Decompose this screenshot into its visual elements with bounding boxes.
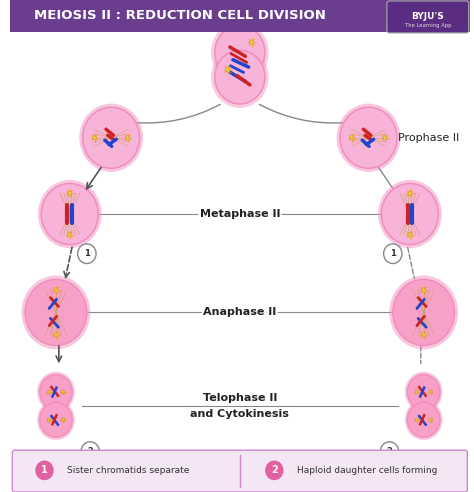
- Text: Metaphase II: Metaphase II: [200, 209, 280, 219]
- Circle shape: [215, 50, 265, 104]
- Circle shape: [383, 244, 402, 264]
- Circle shape: [429, 391, 432, 394]
- Circle shape: [429, 418, 432, 421]
- FancyBboxPatch shape: [10, 0, 470, 32]
- Text: 1: 1: [390, 249, 396, 258]
- Text: BYJU'S: BYJU'S: [411, 12, 444, 21]
- Circle shape: [215, 26, 265, 79]
- Circle shape: [382, 184, 438, 245]
- Circle shape: [389, 276, 458, 349]
- Circle shape: [38, 180, 102, 248]
- Circle shape: [380, 442, 399, 461]
- Circle shape: [78, 244, 96, 264]
- Circle shape: [415, 418, 418, 421]
- Circle shape: [79, 104, 143, 172]
- Circle shape: [68, 233, 72, 237]
- Circle shape: [408, 233, 412, 237]
- Circle shape: [211, 22, 269, 83]
- Text: 2: 2: [87, 447, 93, 456]
- Circle shape: [405, 372, 443, 412]
- Circle shape: [37, 372, 75, 412]
- Circle shape: [350, 136, 354, 140]
- Circle shape: [62, 418, 64, 421]
- Text: The Learning App: The Learning App: [405, 23, 451, 28]
- FancyBboxPatch shape: [12, 450, 467, 492]
- Circle shape: [40, 402, 72, 437]
- Circle shape: [47, 391, 50, 394]
- Circle shape: [68, 191, 72, 195]
- Circle shape: [81, 442, 100, 461]
- Text: 2: 2: [271, 465, 278, 475]
- Circle shape: [41, 184, 98, 245]
- Circle shape: [40, 374, 72, 409]
- Circle shape: [393, 279, 455, 345]
- Circle shape: [337, 104, 401, 172]
- Circle shape: [407, 402, 440, 437]
- Circle shape: [25, 279, 87, 345]
- Text: Sister chromatids separate: Sister chromatids separate: [67, 466, 190, 475]
- Text: 1: 1: [84, 249, 90, 258]
- Text: and Cytokinesis: and Cytokinesis: [191, 408, 289, 419]
- Text: MEIOSIS II : REDUCTION CELL DIVISION: MEIOSIS II : REDUCTION CELL DIVISION: [34, 9, 326, 22]
- Circle shape: [47, 418, 50, 421]
- Circle shape: [54, 288, 58, 292]
- Text: Prophase II: Prophase II: [399, 133, 460, 143]
- FancyBboxPatch shape: [387, 1, 469, 33]
- Circle shape: [126, 136, 130, 140]
- Text: 1: 1: [41, 465, 48, 475]
- Circle shape: [37, 400, 75, 440]
- Circle shape: [82, 107, 140, 168]
- Text: Anaphase II: Anaphase II: [203, 308, 276, 317]
- Circle shape: [422, 333, 426, 337]
- Circle shape: [415, 391, 418, 394]
- Circle shape: [378, 180, 442, 248]
- Circle shape: [54, 333, 58, 337]
- Circle shape: [408, 191, 412, 195]
- Text: Haploid daughter cells forming: Haploid daughter cells forming: [297, 466, 438, 475]
- Circle shape: [35, 461, 54, 480]
- Circle shape: [407, 374, 440, 409]
- Circle shape: [422, 288, 426, 292]
- Circle shape: [383, 136, 387, 140]
- Circle shape: [92, 136, 97, 140]
- Circle shape: [211, 46, 269, 108]
- Circle shape: [249, 40, 254, 45]
- Circle shape: [265, 461, 283, 480]
- Circle shape: [405, 400, 443, 440]
- Text: 2: 2: [387, 447, 392, 456]
- Circle shape: [21, 276, 91, 349]
- Circle shape: [340, 107, 397, 168]
- Circle shape: [226, 67, 230, 72]
- Circle shape: [62, 391, 64, 394]
- Text: Telophase II: Telophase II: [203, 393, 277, 403]
